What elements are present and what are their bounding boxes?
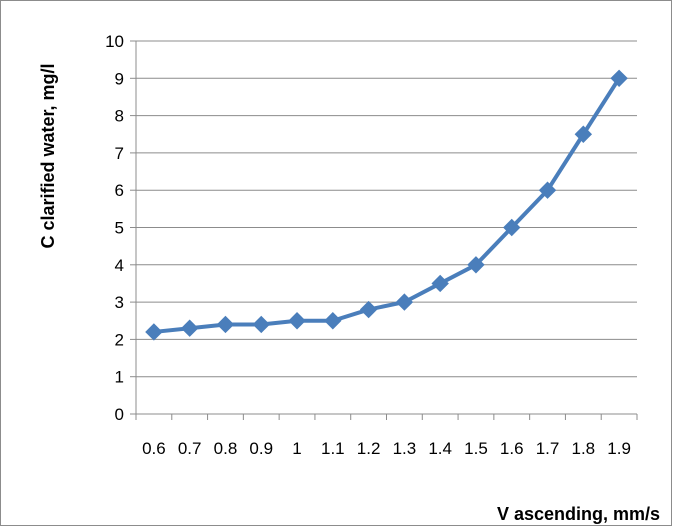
y-tick-label: 5 [115, 219, 124, 238]
data-point-marker [574, 125, 593, 143]
x-tick-label: 1.9 [607, 439, 631, 458]
x-tick-label: 0.7 [178, 439, 202, 458]
data-point-marker [431, 274, 449, 293]
series-line [153, 77, 621, 334]
y-axis-title: C clarified water, mg/l [38, 63, 58, 248]
data-point-marker [538, 181, 557, 199]
x-tick-label: 1.7 [536, 439, 560, 458]
data-point-marker [395, 293, 414, 311]
x-tick-label: 1 [292, 439, 301, 458]
data-point-marker [252, 315, 270, 334]
y-tick-label: 2 [115, 330, 124, 349]
y-tick-label: 9 [115, 69, 124, 88]
y-tick-label: 3 [115, 293, 124, 312]
x-tick-label: 1.8 [572, 439, 596, 458]
x-tick-label: 0.8 [214, 439, 238, 458]
x-tick-label: 1.3 [393, 439, 417, 458]
data-point-marker [503, 218, 521, 237]
x-tick-label: 1.5 [464, 439, 488, 458]
data-point-marker [324, 312, 342, 330]
x-tick-label: 1.6 [500, 439, 524, 458]
x-axis-title: V ascending, mm/s [497, 504, 660, 524]
axes [130, 40, 638, 420]
y-tick-label: 7 [115, 144, 124, 163]
x-tick-label: 1.2 [357, 439, 381, 458]
data-point-marker [610, 69, 628, 88]
x-tick-labels: 0.6 0.7 0.8 0.9 1 1.1 1.2 1.3 1.4 1.5 1.6 1.7 1.8 1.9 [142, 439, 631, 458]
x-tick-label: 1.1 [321, 439, 345, 458]
y-tick-label: 6 [115, 181, 124, 200]
x-tick-label: 1.4 [428, 439, 452, 458]
data-point-marker [288, 312, 306, 330]
y-tick-label: 10 [105, 32, 124, 51]
y-tick-label: 4 [115, 256, 124, 275]
data-point-marker [145, 323, 163, 341]
y-tick-labels: 0 1 2 3 4 5 6 7 8 9 10 [105, 32, 124, 424]
y-tick-label: 8 [115, 107, 124, 126]
data-point-marker [180, 319, 199, 337]
y-tick-label: 1 [115, 368, 124, 387]
series-markers [145, 69, 628, 341]
data-point-marker [216, 315, 235, 334]
series-line-group [153, 77, 621, 334]
data-point-marker [359, 300, 378, 319]
y-tick-label: 0 [115, 405, 124, 424]
data-point-marker [467, 256, 485, 274]
x-tick-label: 0.9 [249, 439, 273, 458]
x-tick-label: 0.6 [142, 439, 166, 458]
